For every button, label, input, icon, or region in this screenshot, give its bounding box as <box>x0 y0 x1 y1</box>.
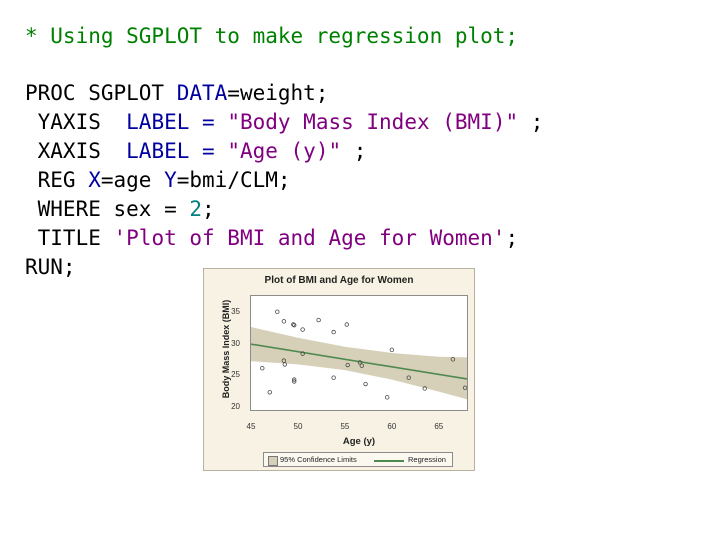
plot-area <box>250 295 468 411</box>
data-value: =weight; <box>227 81 329 105</box>
title-keyword: TITLE <box>25 226 114 250</box>
yaxis-end: ; <box>518 110 544 134</box>
run-keyword: RUN; <box>25 255 76 279</box>
xaxis-label-string: "Age (y)" <box>227 139 342 163</box>
data-point <box>363 381 368 387</box>
comment-text: * Using SGPLOT to make regression plot; <box>25 24 519 48</box>
x-tick-label: 65 <box>434 422 444 431</box>
regression-plot-figure: Plot of BMI and Age for Women Body Mass … <box>203 268 475 471</box>
title-end: ; <box>505 226 519 250</box>
confidence-band-swatch <box>268 456 278 466</box>
code-line-yaxis: YAXIS LABEL = "Body Mass Index (BMI)" ; <box>25 108 544 137</box>
data-point <box>450 357 456 362</box>
chart-legend: 95% Confidence Limits Regression <box>263 452 453 467</box>
yaxis-label-keyword: LABEL = <box>126 110 228 134</box>
code-line-proc: PROC SGPLOT DATA=weight; <box>25 79 543 108</box>
code-blank-line <box>25 51 543 79</box>
scatter-plot-svg <box>251 309 467 400</box>
reg-y-keyword: Y <box>164 168 177 192</box>
yaxis-label-string: "Body Mass Index (BMI)" <box>227 110 519 134</box>
data-point <box>292 377 297 382</box>
code-line-comment: * Using SGPLOT to make regression plot; <box>25 22 543 51</box>
reg-y-value: =bmi/CLM; <box>176 168 291 192</box>
code-line-where: WHERE sex = 2; <box>25 195 543 224</box>
legend-band-label: 95% Confidence Limits <box>280 455 357 464</box>
y-tick-label: 25 <box>231 370 240 380</box>
data-point <box>292 379 297 384</box>
legend-line-label: Regression <box>408 455 446 464</box>
data-point <box>316 317 321 323</box>
chart-title: Plot of BMI and Age for Women <box>264 275 414 286</box>
title-string: 'Plot of BMI and Age for Women' <box>113 226 506 250</box>
x-tick-label: 45 <box>246 422 256 431</box>
reg-keyword: REG <box>25 168 89 192</box>
code-line-title: TITLE 'Plot of BMI and Age for Women'; <box>25 224 543 253</box>
data-point <box>389 347 395 353</box>
code-line-run: RUN; <box>25 253 543 282</box>
xaxis-end: ; <box>341 139 367 163</box>
data-point <box>357 360 363 365</box>
data-point <box>359 363 365 368</box>
xaxis-label-keyword: LABEL = <box>126 139 228 163</box>
reg-x-value: =age <box>100 168 165 192</box>
data-point <box>292 322 297 328</box>
x-tick-label: 60 <box>387 422 397 431</box>
code-line-reg: REG X=age Y=bmi/CLM; <box>25 166 543 195</box>
data-point <box>275 309 280 315</box>
data-point <box>300 351 305 356</box>
data-point <box>422 386 427 391</box>
regression-line <box>251 343 467 380</box>
data-point <box>282 362 288 367</box>
x-tick-label: 55 <box>340 422 350 431</box>
x-tick-label: 50 <box>293 422 303 431</box>
data-point <box>384 395 390 400</box>
sas-code-block: * Using SGPLOT to make regression plot; P… <box>25 22 543 282</box>
data-point <box>281 358 287 363</box>
where-condition: sex = <box>113 197 190 221</box>
data-point <box>462 385 467 391</box>
xaxis-keyword: XAXIS <box>25 139 127 163</box>
y-tick-label: 35 <box>231 306 240 316</box>
data-point <box>260 365 265 371</box>
data-point <box>281 319 287 324</box>
data-point <box>331 375 336 380</box>
y-tick-label: 20 <box>231 401 240 411</box>
y-tick-label: 30 <box>231 338 240 348</box>
data-point <box>331 329 336 335</box>
data-keyword: DATA <box>176 81 228 105</box>
confidence-band <box>251 327 467 400</box>
code-line-xaxis: XAXIS LABEL = "Age (y)" ; <box>25 137 543 166</box>
data-point <box>300 327 305 332</box>
data-point <box>344 322 349 327</box>
data-point <box>406 375 411 380</box>
data-point <box>345 362 350 368</box>
reg-x-keyword: X <box>88 168 101 192</box>
regression-line-swatch <box>374 460 404 462</box>
x-axis-label: Age (y) <box>342 436 376 447</box>
data-point <box>267 390 272 395</box>
proc-keyword: PROC SGPLOT <box>25 81 177 105</box>
where-end: ; <box>202 197 215 221</box>
where-keyword: WHERE <box>25 197 114 221</box>
yaxis-keyword: YAXIS <box>25 110 127 134</box>
where-number: 2 <box>189 197 203 221</box>
